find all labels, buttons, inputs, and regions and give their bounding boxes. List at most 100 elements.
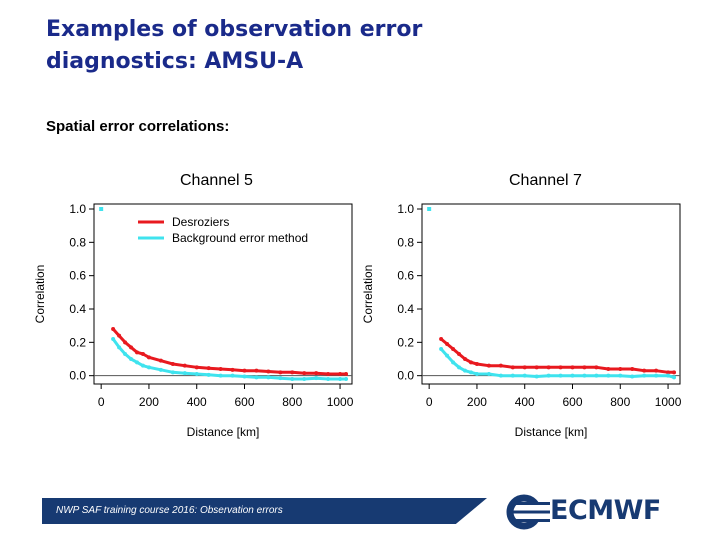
series-point xyxy=(439,337,444,341)
series-point xyxy=(182,371,187,376)
series-point xyxy=(135,360,139,365)
series-point xyxy=(570,373,575,378)
series-line xyxy=(440,337,674,374)
channel-5-chart: 0.0 0.2 0.4 0.6 0.8 1.0 0 200 400 600 800 1000 Dista… xyxy=(28,192,368,447)
channel-7-chart: 0.0 0.2 0.4 0.6 0.8 1.0 0 200 400 600 800 1000 Dista… xyxy=(356,192,696,447)
series-point xyxy=(672,370,677,375)
series-point xyxy=(326,377,331,381)
series-point xyxy=(129,345,134,350)
x-tick-label: 400 xyxy=(515,395,535,409)
series-point xyxy=(302,371,307,376)
series-point xyxy=(158,367,163,372)
series-point xyxy=(522,365,527,370)
series-point xyxy=(463,357,467,361)
x-tick-label: 0 xyxy=(426,395,433,409)
x-axis-label: Distance [km] xyxy=(515,425,588,439)
slide-title-line-1: Examples of observation error xyxy=(46,17,423,42)
series-point xyxy=(314,371,319,376)
slide-title: Examples of observation error diagnostic… xyxy=(46,14,666,78)
series-point xyxy=(666,370,671,375)
chart-svg: 0.0 0.2 0.4 0.6 0.8 1.0 0 200 400 600 800 1000 Dista… xyxy=(361,202,682,439)
series-point xyxy=(278,376,283,381)
y-tick-label: 0.6 xyxy=(397,269,414,283)
series-point xyxy=(290,377,295,381)
series-point xyxy=(230,373,235,378)
x-tick-label: 800 xyxy=(282,395,302,409)
chart-2-heading: Channel 7 xyxy=(509,172,582,189)
series-point xyxy=(498,373,503,378)
x-tick-label: 0 xyxy=(98,395,105,409)
series-point xyxy=(654,373,659,378)
footer-banner: NWP SAF training course 2016: Observatio… xyxy=(42,498,487,524)
series-point xyxy=(242,374,247,379)
series-point xyxy=(606,367,611,371)
y-tick-label: 0.4 xyxy=(69,302,86,316)
series-point xyxy=(510,365,515,370)
series-point xyxy=(278,370,283,375)
series-point xyxy=(468,370,473,375)
series-point xyxy=(558,373,563,378)
series-point xyxy=(123,352,128,356)
series-point xyxy=(486,363,491,368)
series-point xyxy=(338,377,343,381)
series-point xyxy=(140,352,145,356)
series-point xyxy=(182,363,187,368)
series-point xyxy=(266,375,271,380)
y-tick-label: 0.0 xyxy=(397,369,414,383)
plot-frame xyxy=(421,203,681,385)
series-point xyxy=(618,373,623,378)
series-point xyxy=(230,367,235,372)
ecmwf-logo-text: ECMWF xyxy=(550,495,661,526)
series-point xyxy=(474,372,479,376)
series-point xyxy=(111,337,116,341)
series-point xyxy=(117,333,122,338)
x-tick-label: 1000 xyxy=(655,395,682,409)
series-point xyxy=(314,376,319,381)
series-point xyxy=(344,377,349,381)
series-point xyxy=(194,372,199,376)
chart-svg: 0.0 0.2 0.4 0.6 0.8 1.0 0 200 400 600 800 1000 Dista… xyxy=(33,202,354,439)
zero-distance-point xyxy=(99,207,104,211)
series-point xyxy=(558,365,563,370)
series-point xyxy=(218,373,223,378)
series-point xyxy=(326,372,331,376)
series-point xyxy=(630,367,635,371)
x-tick-label: 600 xyxy=(234,395,254,409)
series-point xyxy=(534,365,539,370)
x-tick-label: 600 xyxy=(562,395,582,409)
series-point xyxy=(194,365,199,370)
series-point xyxy=(135,350,139,355)
series-point xyxy=(266,369,271,374)
series-point xyxy=(206,366,211,371)
series-point xyxy=(439,347,444,351)
series-point xyxy=(129,357,134,361)
series-point xyxy=(445,342,450,346)
y-tick-label: 0.0 xyxy=(69,369,86,383)
series-point xyxy=(546,365,551,370)
ecmwf-logo-icon xyxy=(506,494,550,530)
series-point xyxy=(534,374,539,379)
y-tick-label: 0.8 xyxy=(69,235,86,249)
series-point xyxy=(618,367,623,371)
chart-1-heading: Channel 5 xyxy=(180,172,253,189)
y-tick-label: 0.2 xyxy=(397,335,414,349)
ecmwf-logo: ECMWF xyxy=(506,494,676,530)
x-tick-label: 200 xyxy=(467,395,487,409)
zero-distance-point xyxy=(427,207,432,211)
y-tick-label: 1.0 xyxy=(397,202,414,216)
series-point xyxy=(170,370,175,375)
plot-frame xyxy=(93,203,353,385)
series-point xyxy=(344,372,349,376)
legend-label: Desroziers xyxy=(172,215,229,229)
x-tick-label: 400 xyxy=(187,395,207,409)
y-tick-label: 1.0 xyxy=(69,202,86,216)
series-point xyxy=(123,340,128,345)
series-point xyxy=(158,358,163,363)
series-point xyxy=(606,373,611,378)
series-point xyxy=(463,368,467,373)
series-point xyxy=(570,365,575,370)
series-point xyxy=(510,373,515,378)
slide-title-line-2: diagnostics: AMSU-A xyxy=(46,49,304,74)
series-point xyxy=(642,373,647,378)
series-point xyxy=(582,365,587,370)
